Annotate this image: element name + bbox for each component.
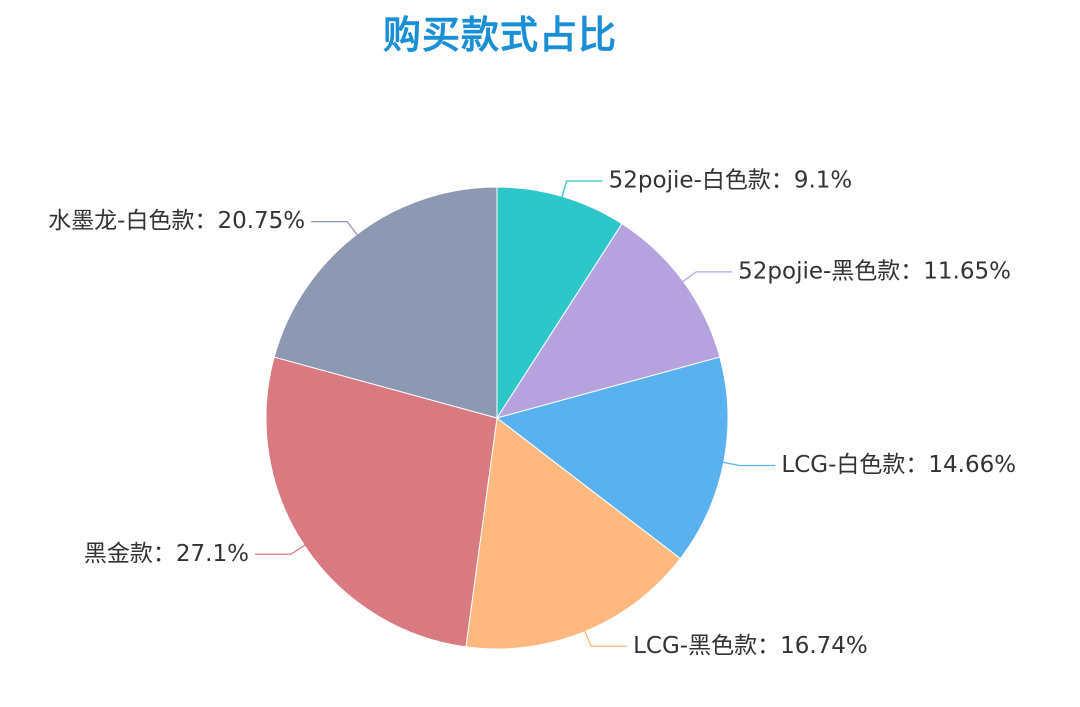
slice-label-水墨龙-白色款: 水墨龙-白色款：20.75%	[48, 208, 305, 234]
slice-label-lcg-黑色款: LCG-黑色款：16.74%	[633, 633, 868, 659]
slice-labels: 52pojie-白色款：9.1% 52pojie-黑色款：11.65% LCG-白色…	[48, 168, 1016, 659]
leader-line-lcg-白色款	[717, 460, 776, 467]
slice-label-lcg-白色款: LCG-白色款：14.66%	[781, 452, 1016, 478]
slice-label-52pojie-白色款: 52pojie-白色款：9.1%	[609, 168, 853, 194]
leader-line-52pojie-白色款	[559, 180, 603, 203]
slice-label-黑金款: 黑金款：27.1%	[84, 541, 249, 567]
chart-title: 购买款式占比	[382, 13, 617, 57]
leader-line-黑金款	[254, 541, 310, 555]
pie-slices	[265, 186, 729, 650]
leader-line-lcg-黑色款	[582, 625, 628, 648]
leader-lines	[254, 180, 776, 648]
leader-line-52pojie-黑色款	[678, 271, 733, 286]
leader-line-水墨龙-白色款	[311, 220, 362, 240]
slice-label-52pojie-黑色款: 52pojie-黑色款：11.65%	[738, 258, 1011, 284]
